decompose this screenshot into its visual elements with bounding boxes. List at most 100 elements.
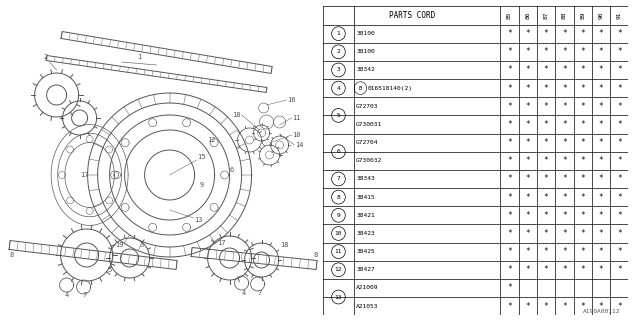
Text: *: * xyxy=(617,211,621,220)
Text: *: * xyxy=(507,247,512,256)
Text: 9: 9 xyxy=(200,182,204,188)
Text: *: * xyxy=(525,174,530,183)
Text: *: * xyxy=(525,29,530,38)
Text: *: * xyxy=(507,284,512,292)
Text: 90: 90 xyxy=(598,12,604,19)
Text: 13: 13 xyxy=(335,294,342,300)
Text: *: * xyxy=(562,302,566,311)
Text: *: * xyxy=(507,102,512,111)
Text: *: * xyxy=(562,265,566,274)
Text: *: * xyxy=(598,47,604,56)
Text: *: * xyxy=(562,138,566,147)
Text: *: * xyxy=(562,84,566,93)
Text: 5: 5 xyxy=(337,113,340,118)
Text: 38343: 38343 xyxy=(356,176,375,181)
Text: *: * xyxy=(598,120,604,129)
Text: *: * xyxy=(598,229,604,238)
Text: *: * xyxy=(544,174,548,183)
Text: *: * xyxy=(507,156,512,165)
Text: 88: 88 xyxy=(562,12,567,19)
Text: *: * xyxy=(507,229,512,238)
Text: *: * xyxy=(580,66,585,75)
Text: 38425: 38425 xyxy=(356,249,375,254)
Text: *: * xyxy=(598,102,604,111)
Text: *: * xyxy=(580,138,585,147)
Text: 1: 1 xyxy=(337,31,340,36)
Text: *: * xyxy=(580,247,585,256)
Text: *: * xyxy=(617,229,621,238)
Text: *: * xyxy=(580,229,585,238)
Text: *: * xyxy=(580,84,585,93)
Text: *: * xyxy=(617,138,621,147)
Text: *: * xyxy=(598,247,604,256)
Text: *: * xyxy=(580,193,585,202)
Text: *: * xyxy=(580,120,585,129)
Text: 14: 14 xyxy=(295,142,304,148)
Text: G730032: G730032 xyxy=(356,158,383,163)
Text: 38421: 38421 xyxy=(356,213,375,218)
Text: 2: 2 xyxy=(44,54,48,60)
Text: 3: 3 xyxy=(140,242,144,248)
Text: 4: 4 xyxy=(241,290,246,296)
Text: 8: 8 xyxy=(314,252,317,258)
Text: *: * xyxy=(580,156,585,165)
Text: 8: 8 xyxy=(10,252,13,258)
Text: *: * xyxy=(525,47,530,56)
Text: *: * xyxy=(544,229,548,238)
Text: 18: 18 xyxy=(232,112,241,118)
Text: *: * xyxy=(562,47,566,56)
Text: *: * xyxy=(507,211,512,220)
Text: 4: 4 xyxy=(65,292,68,298)
Text: *: * xyxy=(544,247,548,256)
Text: *: * xyxy=(544,138,548,147)
Text: A21009: A21009 xyxy=(356,285,379,291)
Text: *: * xyxy=(507,138,512,147)
Text: *: * xyxy=(525,120,530,129)
Text: *: * xyxy=(525,265,530,274)
Text: *: * xyxy=(598,174,604,183)
Text: *: * xyxy=(507,84,512,93)
Text: 89: 89 xyxy=(580,12,585,19)
Text: *: * xyxy=(525,84,530,93)
Text: *: * xyxy=(562,211,566,220)
Text: *: * xyxy=(598,29,604,38)
Text: B: B xyxy=(359,86,362,91)
Text: 38100: 38100 xyxy=(356,49,375,54)
Text: *: * xyxy=(562,193,566,202)
Text: *: * xyxy=(617,84,621,93)
Text: *: * xyxy=(580,302,585,311)
Text: *: * xyxy=(598,156,604,165)
Text: 18: 18 xyxy=(280,242,289,248)
Text: *: * xyxy=(617,156,621,165)
Text: *: * xyxy=(525,247,530,256)
Text: *: * xyxy=(580,29,585,38)
Text: *: * xyxy=(544,47,548,56)
Text: *: * xyxy=(525,211,530,220)
Text: *: * xyxy=(617,302,621,311)
Text: *: * xyxy=(580,47,585,56)
Text: *: * xyxy=(562,102,566,111)
Text: A21053: A21053 xyxy=(356,304,379,308)
Text: *: * xyxy=(562,120,566,129)
Text: *: * xyxy=(544,120,548,129)
Text: *: * xyxy=(617,102,621,111)
Text: *: * xyxy=(544,156,548,165)
Text: *: * xyxy=(598,211,604,220)
Text: 87: 87 xyxy=(543,12,548,19)
Text: *: * xyxy=(525,102,530,111)
Text: *: * xyxy=(507,193,512,202)
Text: 10: 10 xyxy=(292,132,301,138)
Text: G730031: G730031 xyxy=(356,122,383,127)
Text: *: * xyxy=(580,211,585,220)
Text: *: * xyxy=(525,66,530,75)
Text: 6: 6 xyxy=(337,149,340,154)
Text: *: * xyxy=(544,193,548,202)
Text: *: * xyxy=(580,174,585,183)
Text: *: * xyxy=(562,29,566,38)
Text: PARTS CORD: PARTS CORD xyxy=(388,11,435,20)
Text: *: * xyxy=(562,229,566,238)
Text: G72703: G72703 xyxy=(356,104,379,109)
Text: *: * xyxy=(544,102,548,111)
Text: *: * xyxy=(525,193,530,202)
Text: *: * xyxy=(617,174,621,183)
